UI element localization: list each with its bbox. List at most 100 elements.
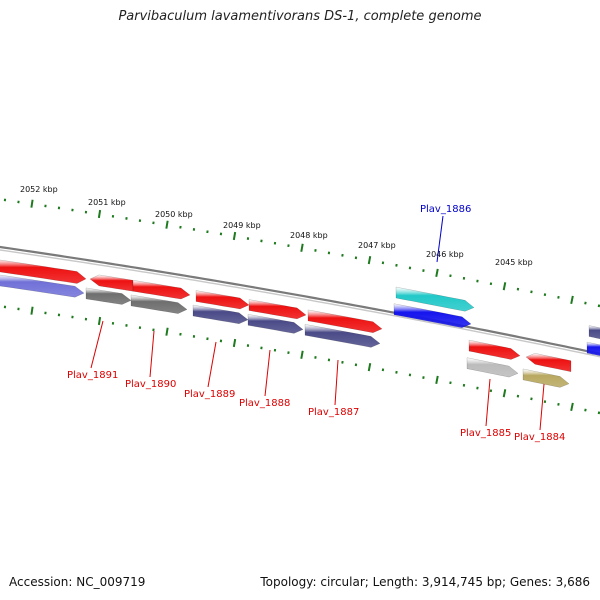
minor-tick [530,290,533,294]
minor-tick [584,408,587,412]
minor-tick [408,373,412,377]
map-title: Parvibaculum lavamentivorans DS-1, compl… [118,9,482,24]
minor-tick [381,261,385,265]
major-tick [367,362,372,372]
minor-tick [543,400,547,404]
minor-tick [273,348,277,352]
major-tick [232,231,237,241]
kbp-label: 2045 kbp [495,258,533,267]
gene-leader-line [485,378,491,427]
minor-tick [530,397,533,401]
gene-arrow-red[interactable] [248,299,307,320]
accession-text: Accession: NC_009719 [9,575,146,589]
gene-arrow-red[interactable] [132,280,191,300]
minor-tick [192,335,196,338]
gene-arrow-1888[interactable] [247,314,304,334]
minor-tick [287,351,290,355]
major-tick [165,220,169,229]
gene-label-plav-1891[interactable]: Plav_1891 [67,370,118,381]
major-tick [300,243,304,252]
minor-tick [206,230,209,234]
kbp-label: 2049 kbp [223,221,261,230]
gene-leader-line [539,383,545,431]
minor-tick [476,386,479,390]
kbp-label: 2051 kbp [88,198,126,207]
minor-tick [489,389,493,393]
gene-arrow-1890-a[interactable] [85,287,132,305]
minor-tick [192,228,196,231]
minor-tick [152,328,155,332]
minor-tick [557,402,560,406]
gene-arrow-1886[interactable] [393,303,472,328]
gene-arrow-red[interactable] [468,339,521,360]
gene-label-plav-1884[interactable]: Plav_1884 [514,432,565,443]
major-tick [570,295,574,305]
major-tick [435,268,439,278]
gene-arrow-1887[interactable] [304,324,381,348]
minor-tick [71,315,74,319]
major-tick [97,209,102,219]
kbp-label: 2050 kbp [155,210,193,219]
minor-tick [17,307,20,311]
gene-leader-line [334,359,339,406]
backbone-inner-line [0,249,600,358]
minor-tick [327,251,331,255]
minor-tick [395,370,398,374]
gene-label-plav-1886[interactable]: Plav_1886 [420,204,471,215]
gene-arrow-1891[interactable] [0,274,85,298]
minor-tick [219,232,223,236]
minor-tick [516,394,520,398]
minor-tick [408,266,412,270]
outer-tick-row [3,198,600,308]
kbp-label: 2046 kbp [426,250,464,259]
gene-arrow-red[interactable] [89,274,134,292]
gene-label-plav-1888[interactable]: Plav_1888 [239,398,290,409]
gene-arrow-edge[interactable] [588,325,600,340]
gene-label-plav-1889[interactable]: Plav_1889 [184,389,235,400]
gene-arrow-red[interactable] [307,309,383,333]
gene-arrow-1886-top[interactable] [395,286,475,312]
minor-tick [246,237,250,240]
major-tick [367,255,372,265]
gene-arrow-1884[interactable] [522,368,570,388]
gene-arrow-red[interactable] [195,290,250,310]
minor-tick [111,214,115,218]
gene-label-plav-1885[interactable]: Plav_1885 [460,428,511,439]
backbone-outer-line [0,245,600,355]
minor-tick [44,311,47,315]
gene-leader-line [264,349,271,397]
minor-tick [206,337,209,341]
gene-arrow-edge[interactable] [586,341,600,357]
major-tick [30,306,34,315]
major-tick [435,375,439,385]
major-tick [300,350,304,359]
minor-tick [516,287,520,291]
minor-tick [273,241,277,245]
minor-tick [449,274,452,278]
minor-tick [584,301,587,305]
minor-tick [111,321,115,325]
major-tick [502,389,507,398]
gene-arrow-1890[interactable] [130,294,188,314]
minor-tick [557,295,560,299]
gene-arrow-1889[interactable] [192,304,249,325]
gene-arrow-red[interactable] [525,353,572,373]
minor-tick [17,200,20,204]
gene-label-plav-1890[interactable]: Plav_1890 [125,379,176,390]
topology-text: Topology: circular; Length: 3,914,745 bp… [260,575,590,589]
minor-tick [152,221,155,225]
minor-tick [314,249,317,252]
minor-tick [57,313,61,317]
minor-tick [179,225,182,229]
gene-label-plav-1887[interactable]: Plav_1887 [308,407,359,418]
gene-arrow-1891-top[interactable] [0,259,87,284]
gene-arrow-1885[interactable] [466,357,519,378]
minor-tick [422,269,425,272]
major-tick [97,316,102,326]
minor-tick [314,356,317,359]
major-tick [232,338,237,348]
major-tick [570,402,574,412]
minor-tick [354,256,358,260]
minor-tick [341,253,344,257]
